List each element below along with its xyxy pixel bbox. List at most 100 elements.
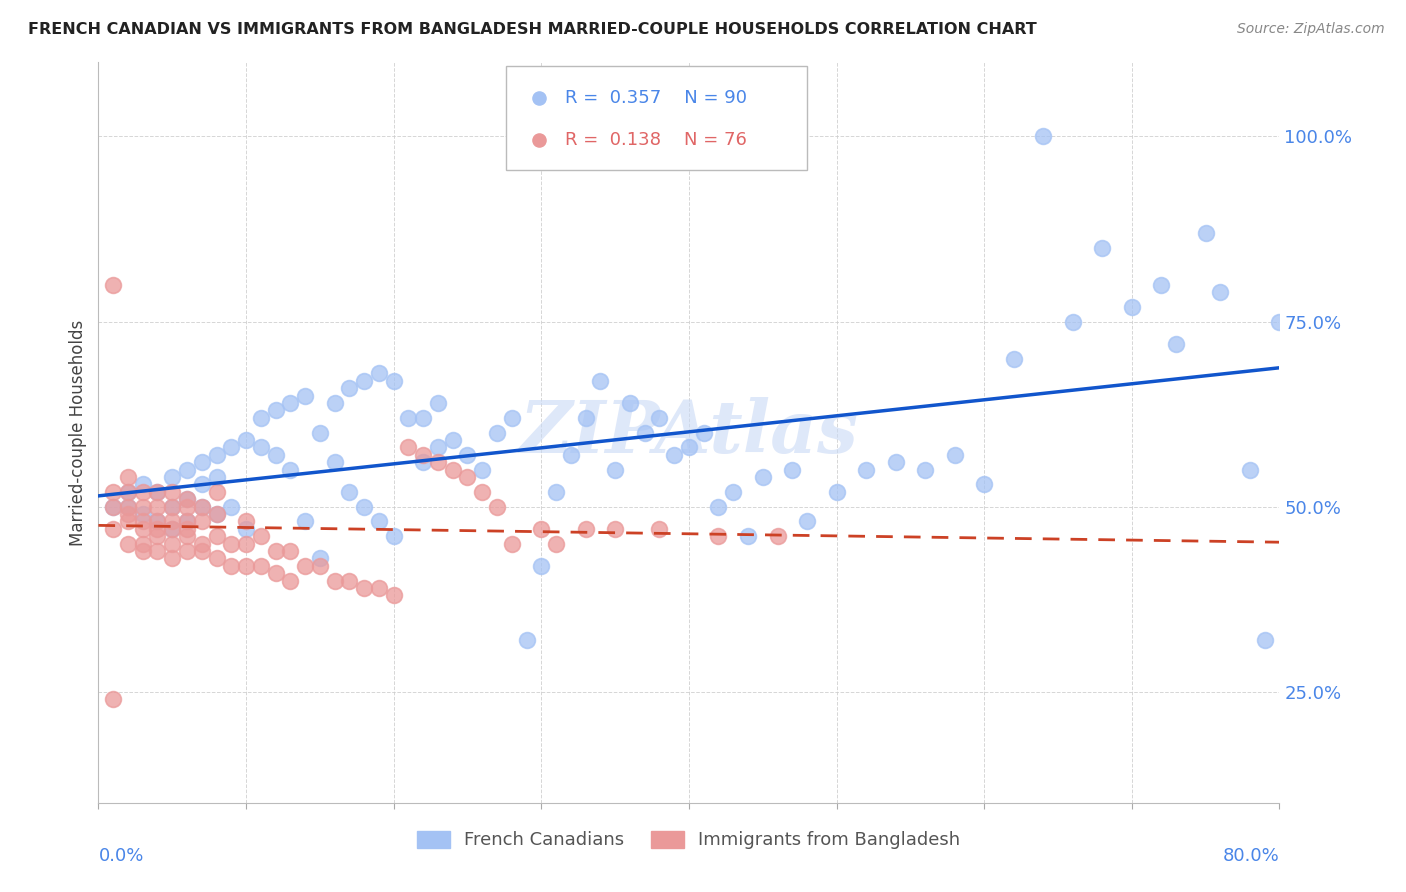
Point <box>1121 300 1143 314</box>
Point <box>501 410 523 425</box>
Point <box>782 462 804 476</box>
Point <box>176 515 198 529</box>
Point <box>1239 462 1261 476</box>
Point <box>250 441 273 455</box>
Point <box>132 515 155 529</box>
Text: ZIPAtlas: ZIPAtlas <box>520 397 858 468</box>
Point <box>205 484 228 499</box>
Point <box>914 462 936 476</box>
Point <box>516 632 538 647</box>
Point <box>264 448 287 462</box>
Point <box>132 544 155 558</box>
Point <box>103 500 125 514</box>
Point <box>707 529 730 543</box>
Point <box>205 448 228 462</box>
Point <box>1002 351 1025 366</box>
Point <box>146 515 169 529</box>
Point <box>294 389 316 403</box>
Point <box>1091 240 1114 255</box>
Point <box>427 441 450 455</box>
Point <box>103 484 125 499</box>
Point <box>221 441 243 455</box>
Point <box>398 410 420 425</box>
Point <box>205 551 228 566</box>
Point <box>693 425 716 440</box>
Point <box>235 558 257 573</box>
Point <box>191 500 214 514</box>
Point <box>162 522 183 536</box>
Point <box>560 448 582 462</box>
Point <box>162 500 183 514</box>
Point <box>146 529 169 543</box>
Point <box>382 374 405 388</box>
Point <box>162 500 183 514</box>
Point <box>309 551 332 566</box>
Text: FRENCH CANADIAN VS IMMIGRANTS FROM BANGLADESH MARRIED-COUPLE HOUSEHOLDS CORRELAT: FRENCH CANADIAN VS IMMIGRANTS FROM BANGL… <box>28 22 1036 37</box>
Point <box>235 515 257 529</box>
Point <box>1209 285 1232 299</box>
Point <box>280 574 302 588</box>
Point <box>280 462 302 476</box>
Point <box>117 470 139 484</box>
Point <box>323 396 346 410</box>
Point <box>1062 314 1084 328</box>
Point <box>353 374 375 388</box>
Point <box>132 536 155 550</box>
Point <box>146 522 169 536</box>
Point <box>146 515 169 529</box>
Point <box>368 367 391 381</box>
Point <box>146 484 169 499</box>
Point <box>221 536 243 550</box>
Point <box>176 522 198 536</box>
Point <box>619 396 641 410</box>
Point <box>264 403 287 417</box>
Point <box>943 448 966 462</box>
Point <box>638 207 661 221</box>
Point <box>162 515 183 529</box>
Point <box>678 441 700 455</box>
Point <box>235 536 257 550</box>
Point <box>162 522 183 536</box>
Point <box>162 536 183 550</box>
Point <box>796 515 818 529</box>
Point <box>132 522 155 536</box>
Point <box>412 455 434 469</box>
Point <box>353 500 375 514</box>
Text: 0.0%: 0.0% <box>98 847 143 865</box>
Point <box>191 536 214 550</box>
Legend: French Canadians, Immigrants from Bangladesh: French Canadians, Immigrants from Bangla… <box>411 823 967 856</box>
Point <box>103 692 125 706</box>
Point <box>323 455 346 469</box>
Point <box>723 484 745 499</box>
Point <box>1032 129 1054 144</box>
Point <box>132 507 155 521</box>
Point <box>264 566 287 581</box>
Point <box>752 470 775 484</box>
Point <box>176 544 198 558</box>
Point <box>250 529 273 543</box>
Point <box>457 448 479 462</box>
Point <box>191 515 214 529</box>
Point <box>176 492 198 507</box>
Point <box>427 455 450 469</box>
Point <box>707 500 730 514</box>
Point <box>634 425 657 440</box>
Point <box>205 470 228 484</box>
Point <box>117 500 139 514</box>
Point <box>221 558 243 573</box>
Point <box>1166 336 1188 351</box>
Point <box>117 484 139 499</box>
Point <box>441 433 464 447</box>
Point <box>117 507 139 521</box>
Point <box>530 522 553 536</box>
Point <box>294 558 316 573</box>
Point <box>973 477 995 491</box>
Text: 80.0%: 80.0% <box>1223 847 1279 865</box>
Point <box>146 500 169 514</box>
Point <box>427 396 450 410</box>
Point <box>546 484 568 499</box>
Text: R =  0.357    N = 90: R = 0.357 N = 90 <box>565 89 747 107</box>
Y-axis label: Married-couple Households: Married-couple Households <box>69 319 87 546</box>
Point <box>605 522 627 536</box>
Point <box>766 529 789 543</box>
